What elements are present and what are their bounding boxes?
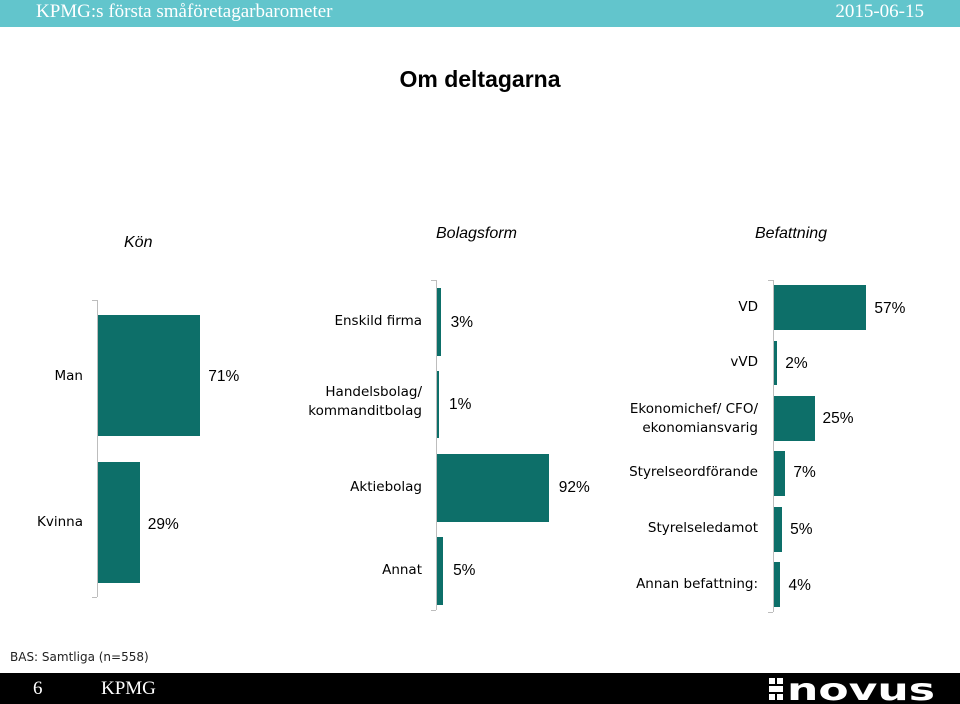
data-label: 7% xyxy=(793,464,816,481)
category-label: Styrelseledamot xyxy=(647,520,758,536)
data-label: 1% xyxy=(449,396,472,413)
novus-logo-text: novus xyxy=(787,676,935,702)
data-label: 5% xyxy=(453,562,476,579)
category-label: Ekonomichef/ CFO/ ekonomiansvarig xyxy=(629,401,758,436)
bar xyxy=(774,341,778,385)
header-title: KPMG:s första småföretagarbarometer xyxy=(36,1,333,22)
axis-tick xyxy=(92,300,97,301)
chart-axis xyxy=(97,300,98,597)
axis-tick xyxy=(431,280,436,281)
bar xyxy=(437,537,444,605)
data-label: 4% xyxy=(788,577,811,594)
data-label: 57% xyxy=(874,300,906,317)
header-bar: KPMG:s första småföretagarbarometer 2015… xyxy=(0,0,960,27)
category-label: Aktiebolag xyxy=(350,479,422,495)
chart-axis xyxy=(773,280,774,612)
bar xyxy=(774,396,815,441)
category-label: Handelsbolag/ kommanditbolag xyxy=(308,384,422,419)
data-label: 2% xyxy=(785,355,808,372)
chart-title: Kön xyxy=(124,234,153,251)
footer-bar: 6 KPMG novus xyxy=(0,673,960,704)
category-label: Styrelseordförande xyxy=(629,464,758,480)
bar xyxy=(774,507,783,552)
page-number: 6 xyxy=(33,678,43,699)
axis-tick xyxy=(431,610,436,611)
bar xyxy=(437,288,441,356)
category-label: VD xyxy=(738,299,758,315)
chart-axis xyxy=(436,280,437,610)
data-label: 92% xyxy=(558,479,590,496)
category-label: Annat xyxy=(382,562,422,578)
chart-title: Befattning xyxy=(755,225,828,242)
bar xyxy=(98,315,201,436)
data-label: 71% xyxy=(208,368,240,385)
axis-tick xyxy=(92,597,97,598)
bar xyxy=(98,462,140,583)
bar xyxy=(437,371,439,438)
category-label: vVD xyxy=(730,354,758,370)
header-date: 2015-06-15 xyxy=(835,1,924,22)
axis-tick xyxy=(768,612,773,613)
data-label: 29% xyxy=(147,516,179,533)
novus-logo: novus xyxy=(769,676,935,702)
category-label: Annan befattning: xyxy=(636,576,758,592)
chart-title: Bolagsform xyxy=(436,225,517,242)
bar xyxy=(774,451,786,496)
category-label: Kvinna xyxy=(37,514,83,530)
data-label: 25% xyxy=(822,410,854,427)
category-label: Enskild firma xyxy=(334,313,422,329)
page-title: Om deltagarna xyxy=(399,66,561,92)
bar xyxy=(437,454,549,522)
axis-tick xyxy=(768,280,773,281)
category-label: Man xyxy=(54,368,83,384)
footer-brand: KPMG xyxy=(101,678,156,699)
footnote: BAS: Samtliga (n=558) xyxy=(10,650,149,664)
bar xyxy=(774,562,781,607)
data-label: 5% xyxy=(790,521,813,538)
bar xyxy=(774,285,867,330)
data-label: 3% xyxy=(450,314,474,331)
